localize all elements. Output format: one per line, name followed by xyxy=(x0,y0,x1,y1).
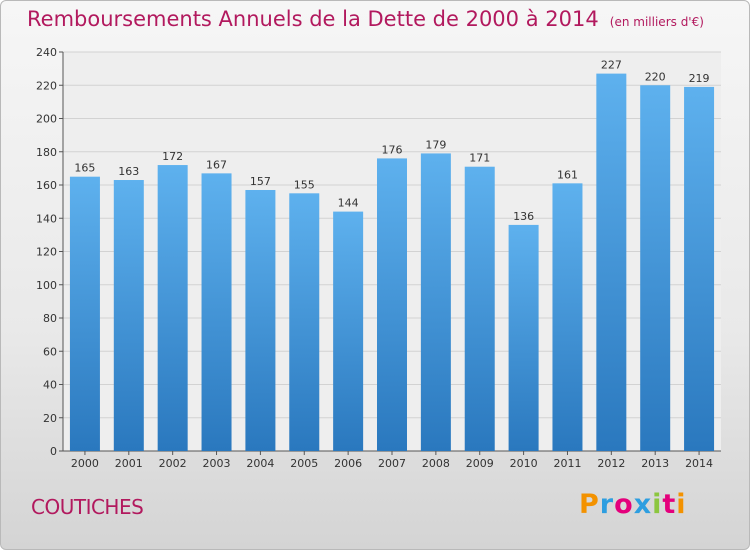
bar-2005 xyxy=(289,193,320,451)
x-tick-label-2008: 2008 xyxy=(422,457,450,470)
x-tick-label-2012: 2012 xyxy=(597,457,625,470)
y-tick-label: 100 xyxy=(36,279,57,292)
data-label-2012: 227 xyxy=(601,59,622,72)
y-tick-label: 180 xyxy=(36,146,57,159)
y-tick-label: 240 xyxy=(36,46,57,59)
x-tick-label-2006: 2006 xyxy=(334,457,362,470)
data-label-2002: 172 xyxy=(162,150,183,163)
data-label-2008: 179 xyxy=(425,138,446,151)
y-tick-label: 60 xyxy=(43,345,57,358)
x-tick-label-2003: 2003 xyxy=(203,457,231,470)
data-label-2001: 163 xyxy=(118,165,139,178)
data-label-2010: 136 xyxy=(513,210,534,223)
bar-2009 xyxy=(464,166,495,451)
data-label-2011: 161 xyxy=(557,168,578,181)
x-tick-label-2013: 2013 xyxy=(641,457,669,470)
y-tick-label: 220 xyxy=(36,79,57,92)
bar-2013 xyxy=(640,85,671,451)
y-tick-label: 20 xyxy=(43,412,57,425)
bar-2002 xyxy=(157,165,188,452)
data-label-2004: 157 xyxy=(250,175,271,188)
x-tick-label-2009: 2009 xyxy=(466,457,494,470)
y-tick-label: 140 xyxy=(36,212,57,225)
commune-name: COUTICHES xyxy=(31,495,144,519)
bar-2000 xyxy=(69,176,100,451)
data-label-2013: 220 xyxy=(645,70,666,83)
x-tick-label-2004: 2004 xyxy=(246,457,274,470)
bar-2006 xyxy=(333,211,364,451)
bar-2008 xyxy=(420,153,451,451)
data-label-2007: 176 xyxy=(382,143,403,156)
chart-subtitle: (en milliers d'€) xyxy=(609,15,704,29)
data-label-2005: 155 xyxy=(294,178,315,191)
y-tick-label: 120 xyxy=(36,246,57,259)
data-labels: 165 163 172 167 157 155 144 176 179 171 136 161 227 2… xyxy=(74,59,709,223)
y-tick-label: 0 xyxy=(50,445,57,458)
bar-2010 xyxy=(508,224,539,451)
bars xyxy=(69,73,715,452)
x-tick-label-2001: 2001 xyxy=(115,457,143,470)
y-tick-label: 80 xyxy=(43,312,57,325)
x-tick-label-2002: 2002 xyxy=(159,457,187,470)
x-tick-label-2011: 2011 xyxy=(553,457,581,470)
bar-2004 xyxy=(245,189,276,452)
bar-2003 xyxy=(201,173,232,452)
axes: 0 20 40 60 80 100 120 140 160 180 200 220 240 2000 200… xyxy=(36,46,721,470)
bar-2007 xyxy=(377,158,407,451)
chart-title-block: Remboursements Annuels de la Dette de 20… xyxy=(27,7,704,31)
bar-2001 xyxy=(113,180,144,451)
x-tick-label-2007: 2007 xyxy=(378,457,406,470)
x-tick-label-2005: 2005 xyxy=(290,457,318,470)
data-label-2014: 219 xyxy=(689,72,710,85)
y-tick-label: 200 xyxy=(36,113,57,126)
proxiti-logo: Proxiti xyxy=(579,489,687,520)
data-label-2006: 144 xyxy=(338,197,359,210)
y-tick-label: 40 xyxy=(43,379,57,392)
x-tick-label-2010: 2010 xyxy=(510,457,538,470)
x-tick-label-2000: 2000 xyxy=(71,457,99,470)
chart-title: Remboursements Annuels de la Dette de 20… xyxy=(27,7,599,31)
data-label-2000: 165 xyxy=(74,162,95,175)
y-tick-label: 160 xyxy=(36,179,57,192)
data-label-2003: 167 xyxy=(206,158,227,171)
bar-2014 xyxy=(684,86,715,451)
data-label-2009: 171 xyxy=(469,152,490,165)
bar-2012 xyxy=(596,73,627,452)
bar-2011 xyxy=(552,183,583,451)
x-tick-label-2014: 2014 xyxy=(685,457,713,470)
